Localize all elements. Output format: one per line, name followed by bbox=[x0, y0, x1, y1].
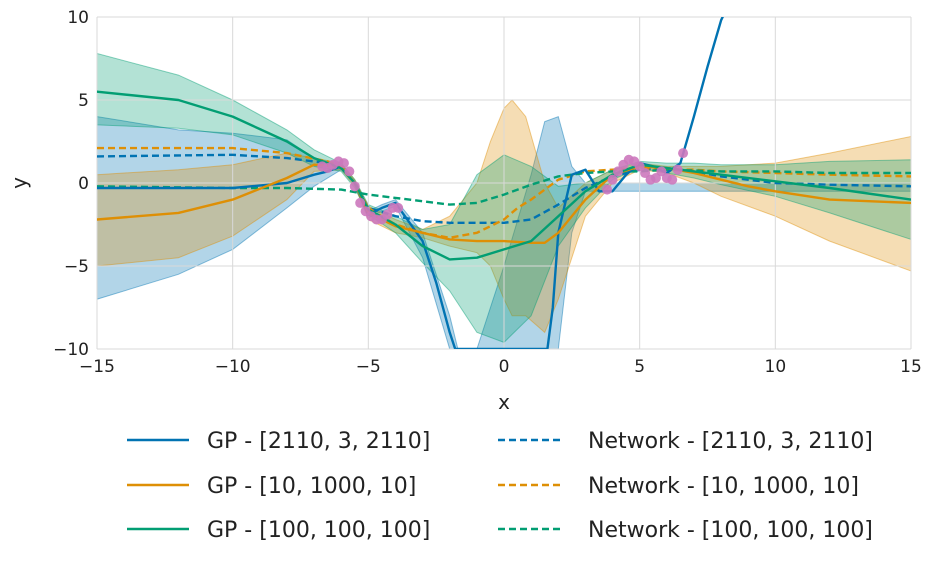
observation-point bbox=[393, 202, 404, 213]
observation-point bbox=[640, 168, 651, 179]
observation-point bbox=[355, 197, 366, 208]
observation-point bbox=[634, 161, 645, 172]
observation-point bbox=[382, 209, 393, 220]
x-tick-label: 5 bbox=[634, 357, 645, 377]
legend-label: GP - [2110, 3, 2110] bbox=[207, 429, 430, 454]
legend-label: Network - [100, 100, 100] bbox=[588, 518, 873, 543]
observation-point bbox=[602, 184, 613, 195]
observation-point bbox=[349, 181, 360, 192]
legend-label: GP - [10, 1000, 10] bbox=[207, 474, 416, 499]
observation-point bbox=[678, 148, 689, 159]
legend: GP - [2110, 3, 2110] GP - [10, 1000, 10] G… bbox=[127, 429, 873, 543]
y-tick-label: 10 bbox=[67, 8, 89, 28]
observation-point bbox=[612, 166, 623, 177]
observations bbox=[317, 148, 689, 225]
observation-point bbox=[667, 174, 678, 185]
observation-point bbox=[650, 173, 661, 184]
legend-label: Network - [10, 1000, 10] bbox=[588, 474, 859, 499]
legend-label: Network - [2110, 3, 2110] bbox=[588, 429, 873, 454]
x-tick-label: 10 bbox=[765, 357, 787, 377]
observation-point bbox=[656, 166, 667, 177]
x-tick-label: −15 bbox=[79, 357, 115, 377]
x-tick-label: 15 bbox=[900, 357, 922, 377]
x-tick-label: −5 bbox=[356, 357, 381, 377]
y-tick-label: −5 bbox=[64, 257, 89, 277]
y-tick-label: 5 bbox=[78, 91, 89, 111]
x-tick-label: −10 bbox=[215, 357, 251, 377]
observation-point bbox=[607, 174, 618, 185]
series-line-2 bbox=[97, 90, 911, 261]
x-tick-label: 0 bbox=[499, 357, 510, 377]
y-tick-label: −10 bbox=[53, 340, 89, 360]
series-line-5 bbox=[97, 168, 911, 206]
y-axis-label: y bbox=[7, 177, 31, 189]
legend-label: GP - [100, 100, 100] bbox=[207, 518, 430, 543]
y-tick-label: 0 bbox=[78, 174, 89, 194]
observation-point bbox=[338, 158, 349, 169]
x-axis-label: x bbox=[498, 390, 510, 414]
observation-point bbox=[344, 166, 355, 177]
observation-point bbox=[672, 164, 683, 175]
